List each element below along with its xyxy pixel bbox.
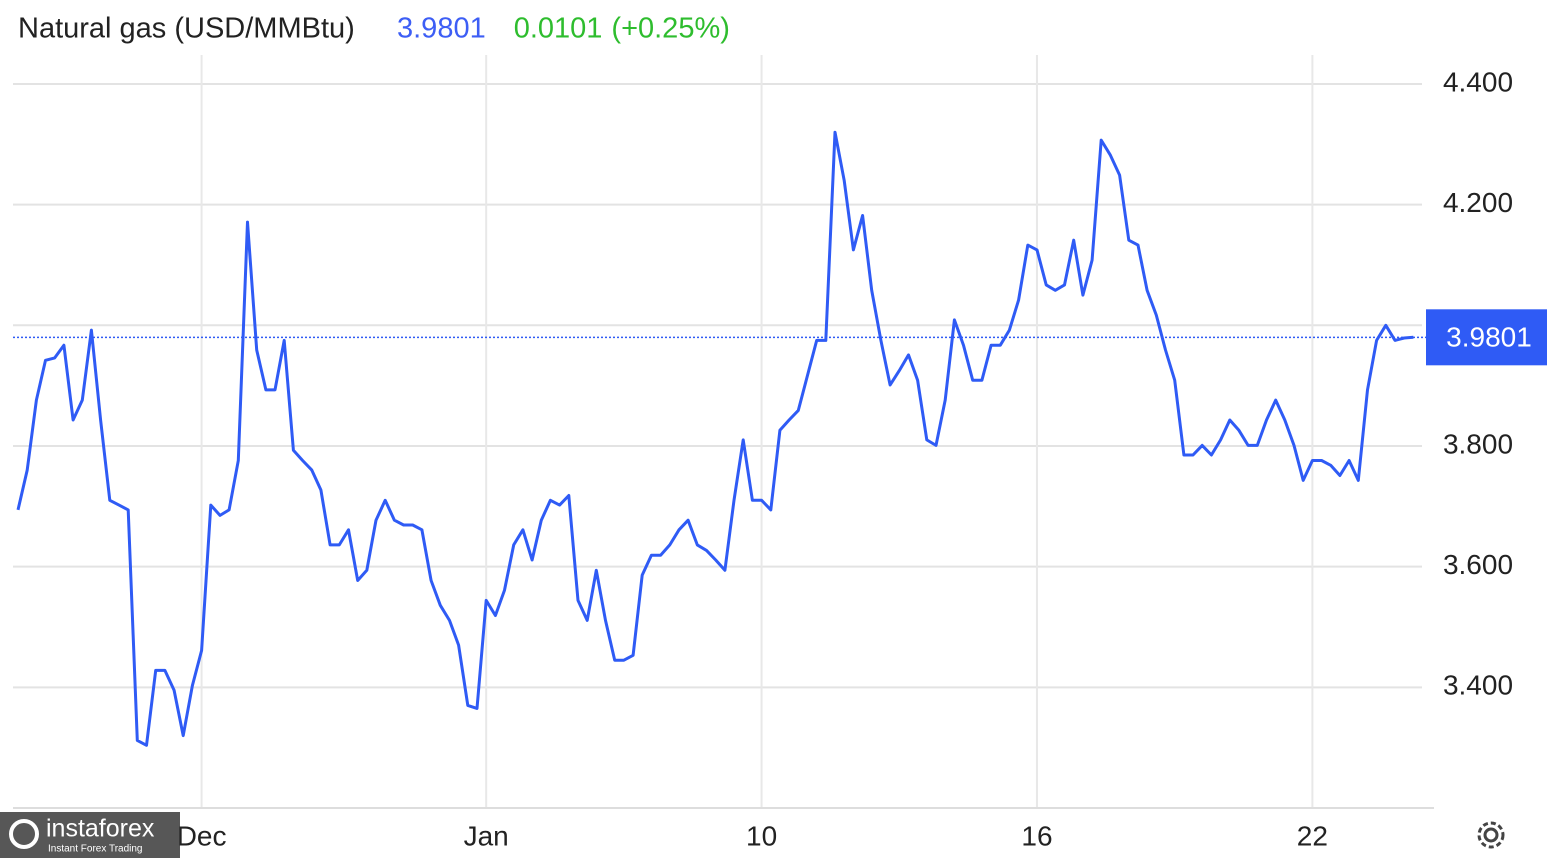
y-tick-label: 4.400 [1443,66,1513,97]
watermark-tagline: Instant Forex Trading [48,844,143,855]
last-price: 3.9801 [397,13,486,45]
last-price-box [1426,309,1547,366]
price-change: 0.0101 [514,13,603,45]
settings-gear[interactable] [1477,821,1505,849]
y-tick-label: 3.400 [1443,670,1513,701]
plot: 3.9801 [13,130,1547,747]
y-tick-label: 4.200 [1443,187,1513,218]
chart-title: Natural gas (USD/MMBtu) [18,13,355,45]
price-line [16,130,1414,747]
x-tick-label: 22 [1297,820,1328,851]
watermark-logo [9,819,39,849]
y-tick-label: 3.800 [1443,428,1513,459]
x-tick-label: 10 [746,820,777,851]
watermark-brand: instaforex [46,815,155,843]
last-price-label: 3.9801 [1446,322,1532,353]
price-change-percent: (+0.25%) [611,13,729,45]
settings-hub[interactable] [1483,827,1499,843]
y-tick-label: 3.600 [1443,549,1513,580]
settings-icon[interactable] [1477,821,1505,849]
x-tick-label: Dec [177,820,227,851]
watermark-bg [0,812,180,858]
watermark: instaforex Instant Forex Trading [0,812,180,858]
x-tick-label: Jan [464,820,509,851]
x-tick-label: 16 [1021,820,1052,851]
